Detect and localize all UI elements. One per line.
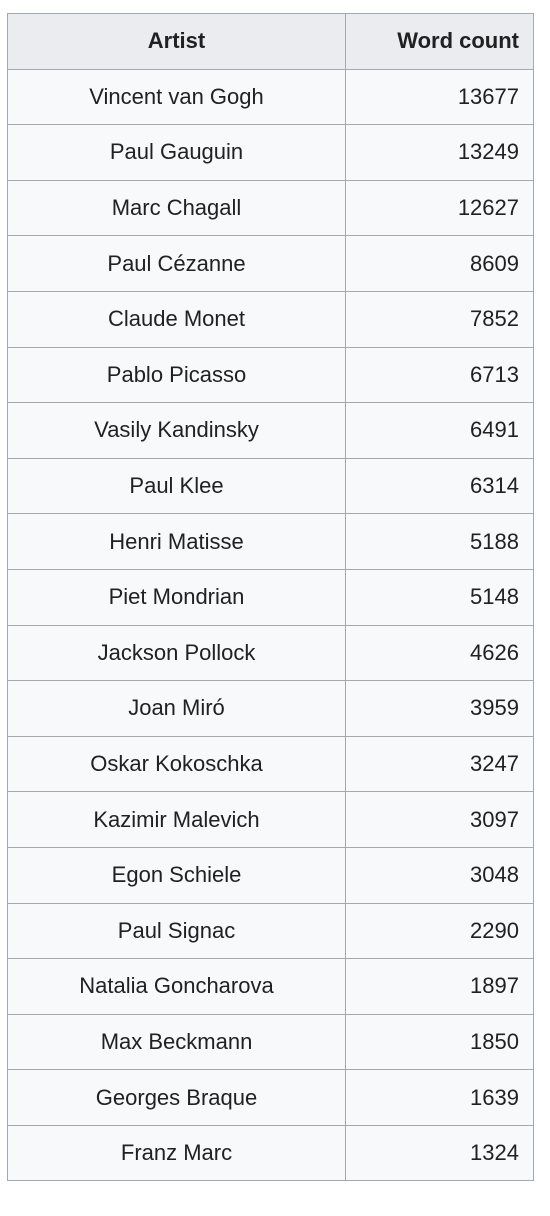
word-count-cell: 2290 — [345, 902, 534, 960]
artist-cell: Claude Monet — [7, 290, 346, 348]
table-body: Vincent van Gogh 13677 Paul Gauguin 13249 Ma… — [7, 68, 534, 1182]
word-count-cell: 6491 — [345, 402, 534, 459]
artist-cell: Vasily Kandinsky — [7, 402, 346, 459]
word-count-cell: 3959 — [345, 680, 534, 737]
column-header-word-count: Word count — [345, 13, 534, 70]
artist-cell: Oskar Kokoschka — [7, 735, 346, 793]
artist-cell: Kazimir Malevich — [7, 791, 346, 848]
word-count-cell: 4626 — [345, 624, 534, 682]
table-row: Henri Matisse 5188 — [7, 513, 534, 570]
table-row: Oskar Kokoschka 3247 — [7, 735, 534, 793]
word-count-cell: 3247 — [345, 735, 534, 793]
table-row: Kazimir Malevich 3097 — [7, 791, 534, 848]
artist-cell: Jackson Pollock — [7, 624, 346, 682]
word-count-cell: 6713 — [345, 346, 534, 404]
artist-cell: Paul Klee — [7, 457, 346, 515]
table-row: Max Beckmann 1850 — [7, 1013, 534, 1071]
table-row: Vincent van Gogh 13677 — [7, 68, 534, 126]
word-count-cell: 5148 — [345, 568, 534, 626]
table-row: Pablo Picasso 6713 — [7, 346, 534, 404]
table-row: Georges Braque 1639 — [7, 1069, 534, 1126]
table-row: Franz Marc 1324 — [7, 1124, 534, 1182]
word-count-cell: 13677 — [345, 68, 534, 126]
word-count-cell: 3097 — [345, 791, 534, 848]
table-header: Artist Word count — [7, 13, 534, 70]
artist-cell: Max Beckmann — [7, 1013, 346, 1071]
word-count-cell: 3048 — [345, 846, 534, 904]
artist-cell: Vincent van Gogh — [7, 68, 346, 126]
artist-cell: Piet Mondrian — [7, 568, 346, 626]
table-row: Piet Mondrian 5148 — [7, 568, 534, 626]
artist-cell: Pablo Picasso — [7, 346, 346, 404]
word-count-cell: 13249 — [345, 124, 534, 181]
artist-cell: Paul Signac — [7, 902, 346, 960]
table-row: Paul Gauguin 13249 — [7, 124, 534, 181]
artist-word-count-table: Artist Word count Vincent van Gogh 13677 P… — [7, 13, 534, 1182]
artist-cell: Joan Miró — [7, 680, 346, 737]
artist-cell: Georges Braque — [7, 1069, 346, 1126]
word-count-cell: 6314 — [345, 457, 534, 515]
artist-cell: Natalia Goncharova — [7, 958, 346, 1015]
column-header-artist: Artist — [7, 13, 346, 70]
artist-cell: Paul Cézanne — [7, 235, 346, 292]
artist-cell: Marc Chagall — [7, 179, 346, 237]
word-count-cell: 8609 — [345, 235, 534, 292]
artist-cell: Franz Marc — [7, 1124, 346, 1182]
word-count-cell: 1850 — [345, 1013, 534, 1071]
word-count-cell: 1324 — [345, 1124, 534, 1182]
table-container: Artist Word count Vincent van Gogh 13677 P… — [7, 13, 534, 1182]
table-row: Marc Chagall 12627 — [7, 179, 534, 237]
word-count-cell: 1639 — [345, 1069, 534, 1126]
word-count-cell: 1897 — [345, 958, 534, 1015]
table-row: Egon Schiele 3048 — [7, 846, 534, 904]
table-row: Vasily Kandinsky 6491 — [7, 402, 534, 459]
header-row: Artist Word count — [7, 13, 534, 70]
table-row: Jackson Pollock 4626 — [7, 624, 534, 682]
table-row: Claude Monet 7852 — [7, 290, 534, 348]
table-row: Paul Cézanne 8609 — [7, 235, 534, 292]
table-row: Natalia Goncharova 1897 — [7, 958, 534, 1015]
artist-cell: Paul Gauguin — [7, 124, 346, 181]
word-count-cell: 5188 — [345, 513, 534, 570]
table-row: Paul Signac 2290 — [7, 902, 534, 960]
word-count-cell: 12627 — [345, 179, 534, 237]
artist-cell: Egon Schiele — [7, 846, 346, 904]
artist-cell: Henri Matisse — [7, 513, 346, 570]
table-row: Joan Miró 3959 — [7, 680, 534, 737]
word-count-cell: 7852 — [345, 290, 534, 348]
table-row: Paul Klee 6314 — [7, 457, 534, 515]
